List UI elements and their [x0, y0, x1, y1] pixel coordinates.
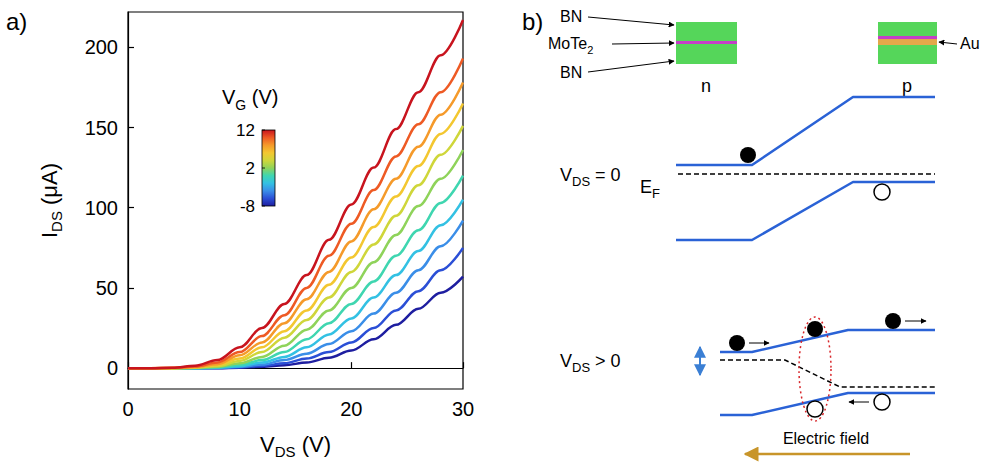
- svg-text:(V): (V): [296, 432, 331, 457]
- svg-text:10: 10: [229, 398, 251, 420]
- svg-text:150: 150: [85, 117, 118, 139]
- svg-text:12: 12: [236, 121, 255, 140]
- svg-text:VDS = 0: VDS = 0: [560, 165, 621, 189]
- svg-text:VG (V): VG (V): [222, 86, 278, 113]
- svg-text:BN: BN: [560, 8, 582, 25]
- svg-text:V: V: [260, 432, 275, 457]
- svg-text:50: 50: [96, 277, 118, 299]
- svg-text:(μA): (μA): [37, 163, 62, 211]
- svg-text:0: 0: [107, 357, 118, 379]
- svg-text:BN: BN: [560, 64, 582, 81]
- svg-text:MoTe2: MoTe2: [548, 35, 593, 56]
- svg-text:DS: DS: [275, 443, 296, 460]
- svg-text:-8: -8: [240, 197, 255, 216]
- svg-text:30: 30: [452, 398, 474, 420]
- svg-text:2: 2: [246, 159, 255, 178]
- svg-text:EF: EF: [640, 177, 660, 201]
- svg-text:I: I: [36, 231, 62, 238]
- svg-text:100: 100: [85, 197, 118, 219]
- svg-text:a): a): [6, 8, 27, 35]
- svg-text:p: p: [902, 76, 912, 96]
- svg-text:200: 200: [85, 36, 118, 58]
- svg-text:n: n: [701, 76, 711, 96]
- svg-text:20: 20: [340, 398, 362, 420]
- svg-text:Electric field: Electric field: [783, 430, 869, 447]
- svg-text:VDS > 0: VDS > 0: [560, 351, 621, 375]
- svg-text:Au: Au: [960, 35, 980, 52]
- svg-text:DS: DS: [48, 211, 65, 232]
- svg-text:0: 0: [122, 398, 133, 420]
- svg-text:b): b): [522, 8, 543, 35]
